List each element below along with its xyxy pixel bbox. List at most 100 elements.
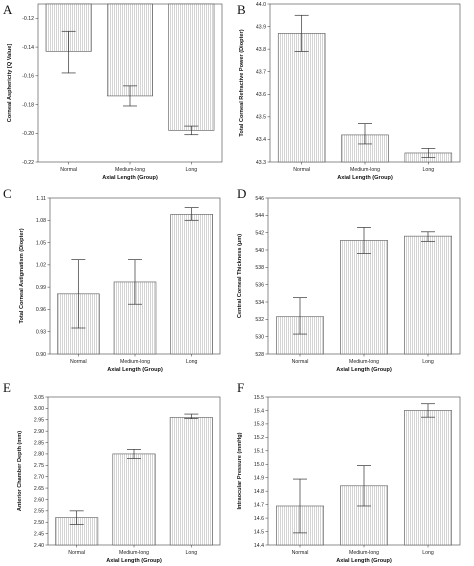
x-tick-label: Medium-long	[349, 550, 379, 556]
y-tick-label: 14.4	[254, 543, 264, 549]
x-tick-label: Long	[186, 550, 198, 556]
y-tick-label: -0.22	[22, 160, 34, 166]
y-tick-label: -0.16	[22, 74, 34, 80]
x-axis-label: Axial Length (Group)	[336, 558, 392, 564]
y-tick-label: 2.45	[34, 531, 44, 537]
bar-medium-long	[107, 3, 153, 97]
x-tick-label: Medium-long	[115, 167, 145, 173]
y-tick-label: 1.08	[36, 218, 46, 224]
x-axis-label: Axial Length (Group)	[337, 175, 393, 181]
y-tick-label: 540	[255, 248, 264, 254]
y-tick-label: 0.90	[36, 352, 46, 358]
y-axis-label: Total Corneal Astigmatism (Diopter)	[19, 228, 25, 323]
x-tick-label: Long	[422, 359, 434, 365]
y-axis-label: Anterior Chamber Depth (mm)	[17, 431, 23, 511]
y-tick-label: 43.4	[256, 137, 266, 143]
y-tick-label: 43.8	[256, 47, 266, 53]
y-tick-label: 43.5	[256, 115, 266, 121]
x-tick-label: Normal	[293, 167, 310, 173]
chart-panel-c: C 1.11 1.08 1.05 1.02 0.99 0.96 0.93 0.90 Normal M…	[3, 186, 221, 373]
y-tick-label: 3.05	[34, 395, 44, 401]
bar-medium-long	[340, 240, 388, 355]
y-axis-label: Intraocular Pressure (mmHg)	[237, 432, 243, 509]
chart-panel-a: A -0.12 -0.14 -0.16 -0.18 -0.20 -0.22 Normal Med…	[3, 2, 223, 181]
y-tick-label: 528	[255, 352, 264, 358]
bar-long	[169, 417, 213, 546]
x-tick-label: Normal	[292, 359, 309, 365]
panel-letter: B	[237, 2, 246, 17]
y-tick-label: 2.90	[34, 429, 44, 435]
x-tick-label: Medium-long	[119, 550, 149, 556]
y-tick-label: 2.85	[34, 440, 44, 446]
y-tick-label: 536	[255, 282, 264, 288]
y-tick-label: 1.05	[36, 240, 46, 246]
y-tick-label: 2.60	[34, 497, 44, 503]
y-tick-label: 2.80	[34, 452, 44, 458]
y-tick-label: 538	[255, 265, 264, 271]
x-tick-label: Normal	[70, 359, 87, 365]
chart-panel-e: E 3.05 3.00 2.95 2.90 2.85 2.80 2.75 2.70 2.65 2.6…	[3, 380, 221, 564]
bar-long	[170, 214, 213, 355]
y-tick-label: 14.5	[254, 529, 264, 535]
y-tick-label: 0.99	[36, 285, 46, 291]
y-tick-label: 532	[255, 317, 264, 323]
y-tick-label: -0.20	[22, 131, 34, 137]
y-tick-label: 15.1	[254, 449, 264, 455]
y-tick-label: 2.95	[34, 418, 44, 424]
x-tick-label: Normal	[68, 550, 85, 556]
y-tick-label: 2.70	[34, 474, 44, 480]
y-tick-label: 43.9	[256, 24, 266, 30]
x-axis-label: Axial Length (Group)	[102, 175, 158, 181]
y-tick-label: 2.40	[34, 543, 44, 549]
y-tick-label: 14.8	[254, 489, 264, 495]
y-axis-label: Total Corneal Refractive Power (Diopter)	[239, 29, 245, 136]
y-tick-label: 14.7	[254, 502, 264, 508]
x-tick-label: Medium-long	[349, 359, 379, 365]
chart-panel-b: B 44.0 43.9 43.8 43.7 43.6 43.5 43.4 43.3 Normal M…	[237, 2, 461, 181]
y-tick-label: 544	[255, 213, 264, 219]
bar-normal	[277, 33, 326, 163]
y-tick-label: 43.6	[256, 92, 266, 98]
x-tick-label: Long	[186, 359, 198, 365]
y-tick-label: 2.50	[34, 520, 44, 526]
y-tick-label: 1.02	[36, 263, 46, 269]
bar-long	[404, 235, 452, 355]
panel-letter: E	[3, 380, 11, 395]
panel-letter: A	[3, 2, 13, 17]
y-tick-label: -0.14	[22, 45, 34, 51]
y-tick-label: 3.00	[34, 406, 44, 412]
y-tick-label: 43.7	[256, 70, 266, 76]
y-tick-label: 0.96	[36, 307, 46, 313]
y-axis-label: Corneal Asphericity [Q Value]	[7, 44, 13, 123]
chart-panel-f: F 15.5 15.4 15.3 15.2 15.1 15.0 14.9 14.8 14.7 14.…	[237, 380, 461, 564]
x-tick-label: Medium-long	[350, 167, 380, 173]
bar-long	[404, 410, 452, 546]
x-tick-label: Long	[422, 550, 434, 556]
y-tick-label: 15.4	[254, 408, 264, 414]
y-tick-label: 44.0	[256, 2, 266, 8]
y-tick-label: 2.55	[34, 509, 44, 515]
x-tick-label: Long	[186, 167, 198, 173]
y-tick-label: 2.75	[34, 463, 44, 469]
y-tick-label: 2.65	[34, 486, 44, 492]
y-axis-label: Central Corneal Thickness (μm)	[237, 234, 243, 318]
y-tick-label: 546	[255, 196, 264, 202]
x-tick-label: Normal	[60, 167, 77, 173]
panel-letter: F	[237, 380, 244, 395]
y-tick-label: 14.9	[254, 476, 264, 482]
bar-long	[168, 3, 215, 131]
y-tick-label: 530	[255, 334, 264, 340]
x-axis-label: Axial Length (Group)	[107, 367, 163, 373]
y-tick-label: -0.18	[22, 102, 34, 108]
panel-letter: D	[237, 186, 246, 201]
y-tick-label: 0.93	[36, 330, 46, 336]
y-tick-label: -0.12	[22, 16, 34, 22]
x-tick-label: Long	[423, 167, 435, 173]
chart-panel-d: D 546 544 542 540 538 536 534 532 530 528 Normal Med…	[237, 186, 461, 373]
y-tick-label: 542	[255, 230, 264, 236]
y-tick-label: 15.5	[254, 395, 264, 401]
y-tick-label: 534	[255, 300, 264, 306]
x-axis-label: Axial Length (Group)	[336, 367, 392, 373]
y-tick-label: 1.11	[36, 196, 46, 202]
